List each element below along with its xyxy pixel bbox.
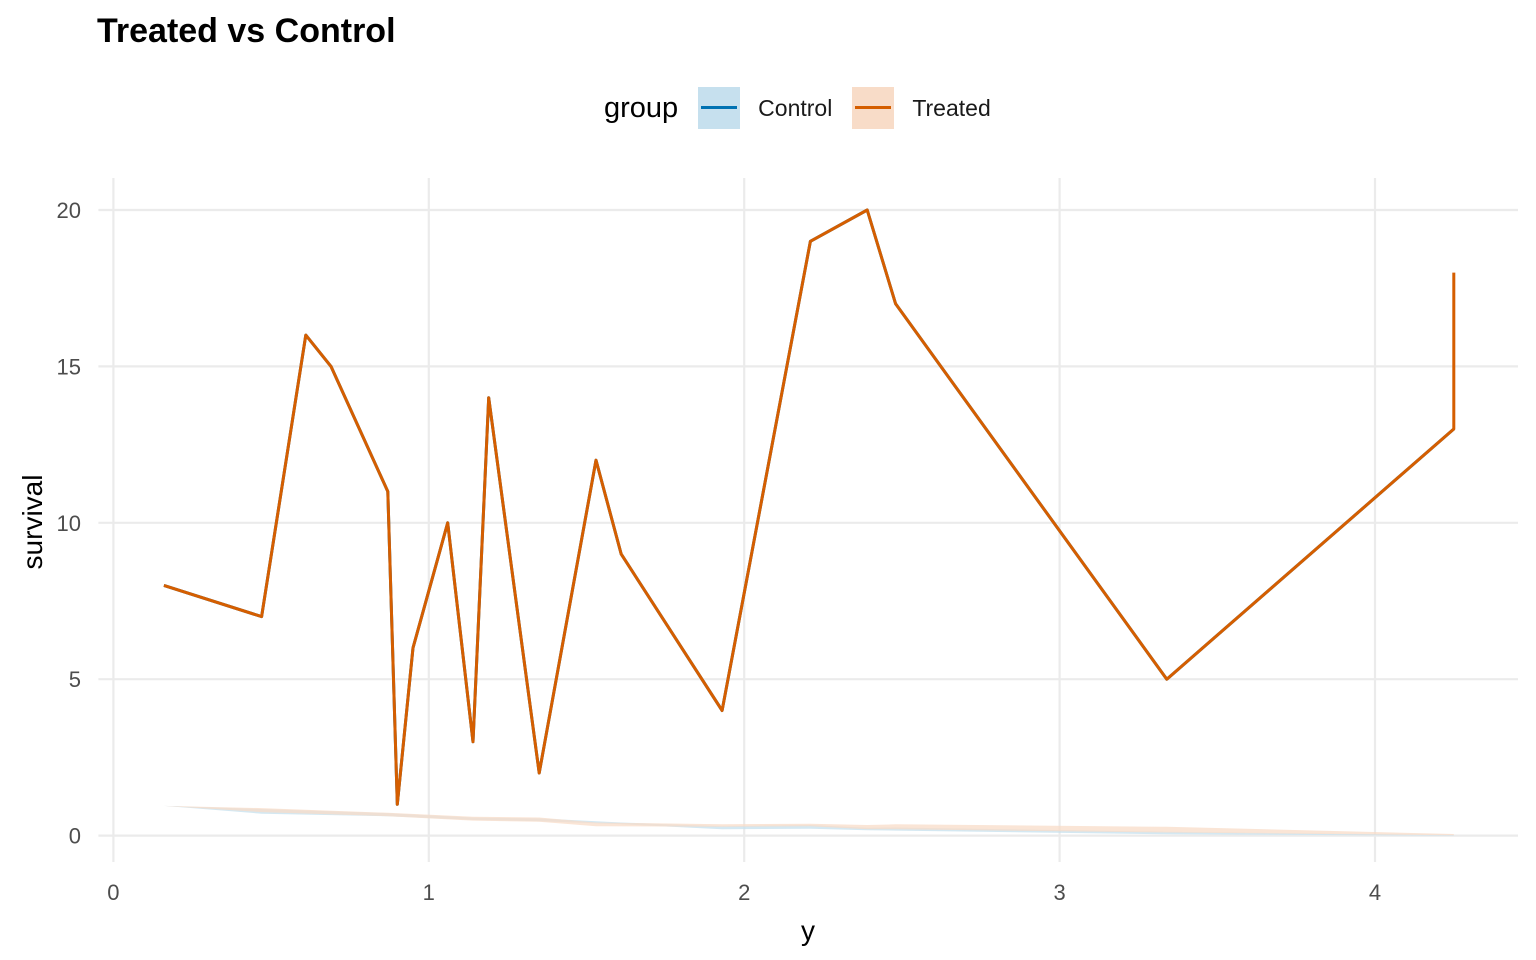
- y-tick-label-20: 20: [57, 198, 81, 223]
- legend-key-control: [698, 87, 741, 129]
- legend-entry-treated: Treated: [852, 87, 991, 129]
- chart-title: Treated vs Control: [97, 12, 396, 50]
- x-axis-title: y: [801, 915, 815, 946]
- x-tick-label-1: 1: [423, 880, 435, 905]
- y-axis-title: survival: [17, 475, 48, 570]
- y-tick-label-5: 5: [69, 667, 81, 692]
- series-line-control: [163, 208, 1455, 806]
- legend-label-control: Control: [758, 94, 833, 121]
- band-treated: [163, 805, 1454, 836]
- tick-labels: 0 1 2 3 4 0 5 10 15 20: [57, 198, 1382, 905]
- legend-title: group: [604, 91, 679, 124]
- legend: group Control Treated: [604, 86, 1011, 130]
- x-tick-label-4: 4: [1369, 880, 1381, 905]
- x-tick-label-2: 2: [738, 880, 750, 905]
- series-line-treated: [163, 208, 1456, 806]
- y-tick-label-15: 15: [57, 354, 81, 379]
- series-lines: [163, 208, 1456, 806]
- x-tick-label-3: 3: [1053, 880, 1065, 905]
- grid-lines: [98, 178, 1518, 862]
- y-tick-label-10: 10: [57, 511, 81, 536]
- legend-label-treated: Treated: [912, 94, 991, 121]
- legend-entry-control: Control: [698, 87, 832, 129]
- confidence-bands: [163, 805, 1454, 836]
- legend-key-treated: [852, 87, 895, 129]
- x-tick-label-0: 0: [107, 880, 119, 905]
- y-tick-label-0: 0: [69, 824, 81, 849]
